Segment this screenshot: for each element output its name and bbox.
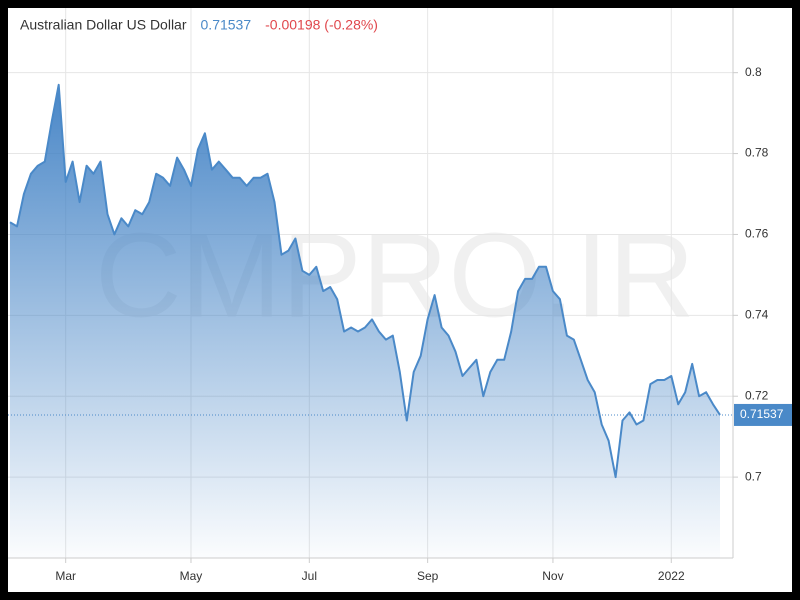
x-tick-label: Sep [417,569,439,583]
price-change: -0.00198 (-0.28%) [265,17,378,33]
last-price-badge [734,403,792,426]
x-tick-label: Nov [542,569,563,583]
y-tick-label: 0.7 [745,469,762,483]
area [10,84,720,559]
last-price-label: 0.71537 [740,407,784,421]
chart-title: Australian Dollar US Dollar [20,17,187,33]
y-tick-label: 0.78 [745,146,769,160]
y-tick-label: 0.76 [745,227,769,241]
line [9,83,721,479]
y-tick-label: 0.8 [745,65,762,79]
x-tick-label: Jul [302,569,317,583]
y-tick-label: 0.72 [745,388,769,402]
x-tick-label: 2022 [658,569,685,583]
x-tick-label: May [180,569,203,583]
x-tick-label: Mar [55,569,76,583]
last-price: 0.71537 [201,17,252,33]
y-tick-label: 0.74 [745,308,769,322]
